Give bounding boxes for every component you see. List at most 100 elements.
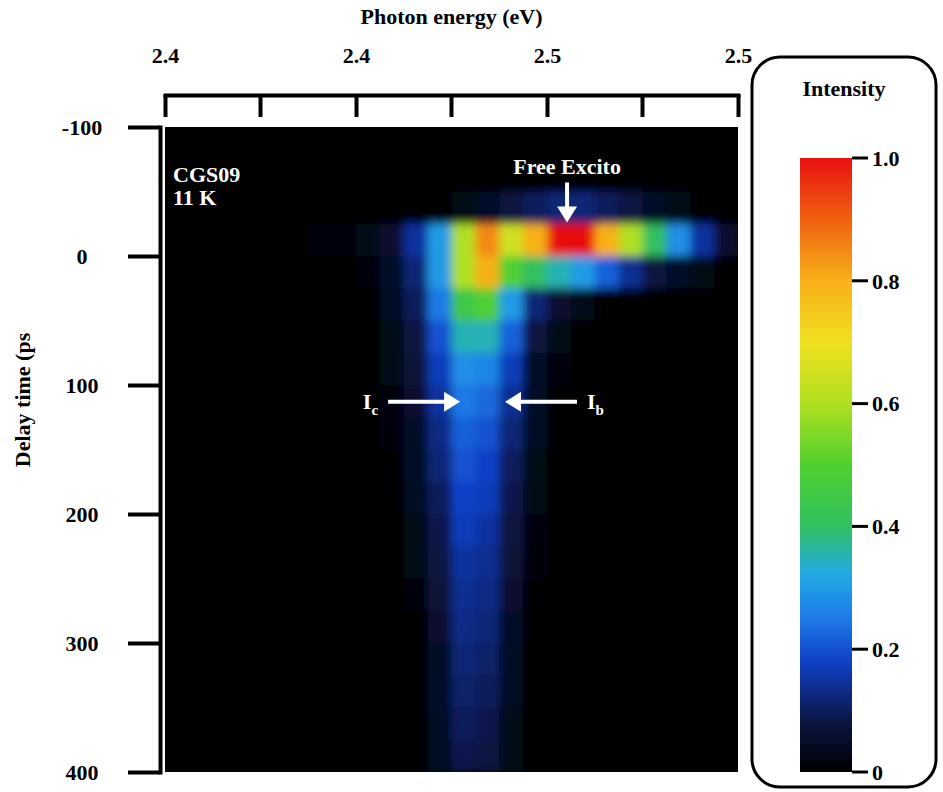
heat-cell [523, 450, 547, 483]
heat-cell [690, 224, 714, 257]
heat-cell [332, 546, 356, 579]
chart: 2.42.42.52.5-1000100200300400Photon ener… [0, 0, 943, 792]
heat-cell [380, 643, 404, 676]
heat-cell [523, 675, 547, 708]
heat-cell [643, 579, 667, 612]
heat-cell [308, 192, 332, 225]
heat-cell [619, 450, 643, 483]
heat-cell [475, 159, 499, 192]
heat-cell [189, 321, 213, 354]
heat-cell [237, 159, 261, 192]
annotation: 11 K [173, 185, 216, 210]
heat-cell [213, 708, 237, 741]
heat-cell [332, 611, 356, 644]
heat-cell [189, 353, 213, 386]
heat-cell [189, 450, 213, 483]
heat-cell [428, 256, 452, 289]
heat-cell [619, 740, 643, 772]
colorbar-tick-label: 0.2 [872, 637, 900, 662]
heat-cell [643, 675, 667, 708]
tick-mark [128, 513, 160, 517]
heat-cell [499, 740, 523, 772]
heat-cell [356, 385, 380, 418]
heat-cell [595, 546, 619, 579]
heat-cell [643, 546, 667, 579]
heat-cell [547, 353, 571, 386]
heat-cell [475, 127, 499, 160]
heat-cell [213, 546, 237, 579]
heat-cells [165, 127, 738, 772]
heat-cell [332, 192, 356, 225]
heat-cell [332, 127, 356, 160]
heat-cell [308, 321, 332, 354]
heat-cell [308, 579, 332, 612]
heat-cell [452, 192, 476, 225]
heat-cell [261, 288, 285, 321]
tick: 200 [66, 502, 161, 527]
heat-cell [547, 514, 571, 547]
heat-cell [571, 482, 595, 515]
heat-cell [237, 321, 261, 354]
heat-cell [380, 192, 404, 225]
annotation: CGS09 [173, 162, 240, 187]
heat-cell [261, 224, 285, 257]
tick: 2.4 [152, 43, 180, 117]
heat-cell [308, 740, 332, 772]
heat-cell [284, 353, 308, 386]
heat-cell [475, 256, 499, 289]
heat-cell [428, 450, 452, 483]
heat-cell [284, 192, 308, 225]
heat-cell [308, 224, 332, 257]
heat-cell [261, 740, 285, 772]
heat-cell [523, 708, 547, 741]
heat-cell [332, 514, 356, 547]
heat-cell [475, 417, 499, 450]
colorbar-tick-mark [852, 157, 868, 160]
heat-cell [499, 708, 523, 741]
heat-cell [619, 611, 643, 644]
heat-cell [308, 417, 332, 450]
heat-cell [308, 514, 332, 547]
heat-cell [356, 708, 380, 741]
heat-cell [714, 224, 738, 257]
annotation-subscript: b [596, 402, 604, 418]
heat-cell [690, 611, 714, 644]
heat-cell [619, 288, 643, 321]
heat-cell [356, 127, 380, 160]
heat-cell [643, 288, 667, 321]
heat-cell [666, 611, 690, 644]
heat-cell [571, 417, 595, 450]
heat-cell [714, 288, 738, 321]
heat-cell [213, 224, 237, 257]
heat-cell [475, 450, 499, 483]
heat-cell [165, 288, 189, 321]
heat-cell [619, 417, 643, 450]
heat-cell [308, 288, 332, 321]
heat-cell [356, 450, 380, 483]
heat-cell [284, 288, 308, 321]
heat-cell [237, 708, 261, 741]
heat-cell [261, 482, 285, 515]
heat-cell [404, 159, 428, 192]
heat-cell [308, 675, 332, 708]
heat-cell [356, 256, 380, 289]
heat-cell [165, 224, 189, 257]
heat-cell [571, 288, 595, 321]
tick: 0 [77, 244, 161, 269]
heat-cell [332, 417, 356, 450]
heat-cell [523, 224, 547, 257]
heat-cell [499, 546, 523, 579]
heat-cell [714, 127, 738, 160]
heat-cell [165, 675, 189, 708]
heat-cell [213, 192, 237, 225]
heat-cell [237, 385, 261, 418]
heat-cell [380, 288, 404, 321]
heat-cell [547, 224, 571, 257]
tick-mark [128, 126, 160, 130]
heat-cell [404, 579, 428, 612]
tick-label: 400 [66, 760, 99, 785]
heat-cell [189, 417, 213, 450]
heat-cell [595, 708, 619, 741]
heat-cell [714, 708, 738, 741]
heat-cell [213, 579, 237, 612]
